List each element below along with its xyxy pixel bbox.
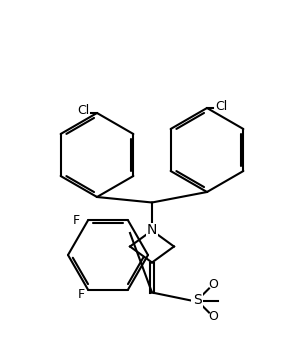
Text: F: F (72, 214, 79, 227)
Text: N: N (147, 223, 157, 238)
Text: F: F (77, 288, 85, 301)
Text: O: O (208, 310, 218, 323)
Text: S: S (193, 293, 201, 308)
Text: Cl: Cl (77, 104, 89, 118)
Text: Cl: Cl (215, 99, 227, 113)
Text: O: O (208, 278, 218, 291)
